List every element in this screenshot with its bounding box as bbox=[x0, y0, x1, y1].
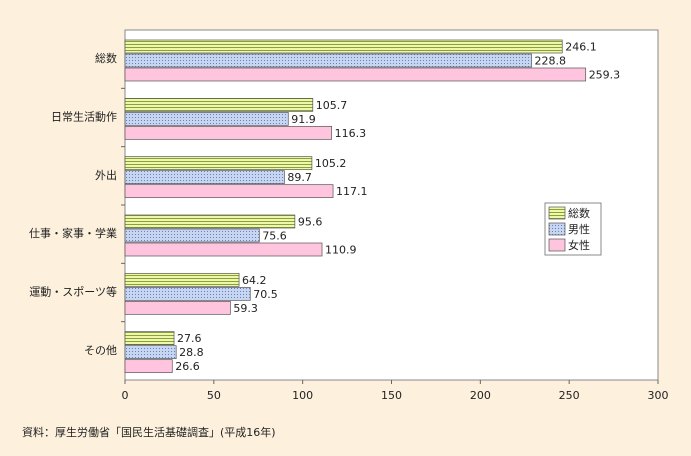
bar bbox=[124, 53, 532, 68]
x-tick-label: 250 bbox=[559, 389, 580, 402]
legend-swatch bbox=[548, 238, 566, 252]
bar bbox=[124, 125, 332, 140]
bar bbox=[124, 286, 251, 301]
x-tick-label: 150 bbox=[381, 389, 402, 402]
bar bbox=[124, 300, 231, 315]
bar bbox=[124, 214, 296, 229]
value-label: 91.9 bbox=[291, 113, 316, 126]
bar bbox=[124, 39, 563, 54]
source-note: 資料：厚生労働省「国民生活基礎調査」(平成16年) bbox=[22, 425, 276, 439]
x-tick-label: 50 bbox=[207, 389, 221, 402]
x-tick-label: 200 bbox=[470, 389, 491, 402]
legend-label: 男性 bbox=[568, 222, 590, 236]
value-label: 64.2 bbox=[242, 274, 267, 287]
value-label: 105.2 bbox=[315, 157, 347, 170]
value-label: 27.6 bbox=[177, 332, 202, 345]
y-tick-label: 外出 bbox=[95, 168, 117, 182]
value-label: 259.3 bbox=[589, 69, 621, 82]
value-label: 95.6 bbox=[298, 216, 323, 229]
bar bbox=[124, 67, 587, 82]
legend-swatch bbox=[548, 206, 566, 220]
y-tick-label: 日常生活動作 bbox=[51, 110, 117, 124]
bar bbox=[124, 184, 334, 199]
y-tick-label: 総数 bbox=[95, 51, 117, 65]
value-label: 70.5 bbox=[253, 288, 278, 301]
bar bbox=[124, 331, 175, 346]
value-label: 105.7 bbox=[316, 99, 348, 112]
bar bbox=[124, 111, 289, 126]
x-tick-label: 300 bbox=[648, 389, 669, 402]
value-label: 59.3 bbox=[233, 302, 257, 315]
bar bbox=[124, 345, 177, 360]
x-tick-label: 0 bbox=[122, 389, 129, 402]
y-tick-label: その他 bbox=[84, 344, 117, 357]
y-tick-label: 仕事・家事・学業 bbox=[29, 226, 117, 240]
value-label: 116.3 bbox=[335, 127, 367, 140]
value-label: 26.6 bbox=[175, 360, 200, 373]
bar bbox=[124, 228, 260, 243]
bar bbox=[124, 170, 285, 185]
bar bbox=[124, 242, 323, 257]
legend-label: 女性 bbox=[568, 238, 590, 252]
value-label: 110.9 bbox=[325, 244, 357, 257]
bar bbox=[124, 156, 313, 171]
value-label: 75.6 bbox=[262, 230, 287, 243]
x-tick-label: 100 bbox=[292, 389, 313, 402]
y-tick-label: 運動・スポーツ等 bbox=[29, 285, 117, 299]
legend-label: 総数 bbox=[568, 206, 590, 220]
value-label: 117.1 bbox=[336, 185, 368, 198]
bar bbox=[124, 97, 314, 112]
value-label: 246.1 bbox=[565, 41, 597, 54]
value-label: 228.8 bbox=[535, 55, 567, 68]
value-label: 28.8 bbox=[179, 346, 204, 359]
value-label: 89.7 bbox=[287, 171, 312, 184]
bar bbox=[124, 359, 173, 374]
bar bbox=[124, 272, 240, 287]
legend-swatch bbox=[548, 222, 566, 236]
